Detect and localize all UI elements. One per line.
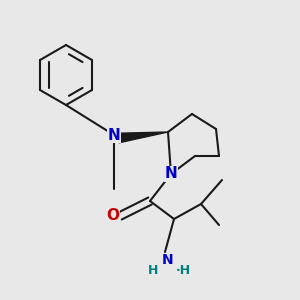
Text: N: N	[162, 254, 174, 268]
Text: ·H: ·H	[176, 264, 190, 277]
Text: N: N	[108, 128, 120, 142]
Text: O: O	[106, 208, 119, 224]
Text: N: N	[165, 167, 177, 182]
Text: H: H	[148, 264, 158, 277]
Polygon shape	[118, 132, 168, 143]
